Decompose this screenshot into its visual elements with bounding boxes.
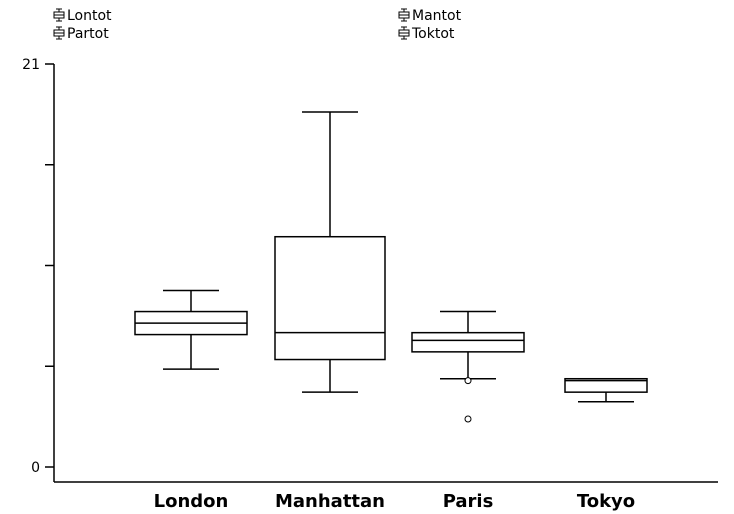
y-tick-label: 21 [22,57,40,73]
boxplot-glyph-icon [53,8,65,22]
legend-label: Lontot [67,8,112,24]
boxplot-glyph-icon [398,26,410,40]
category-label: Tokyo [577,491,635,512]
box-paris [411,310,525,423]
boxplot-glyph-icon [53,26,65,40]
y-ticks: 0 21 [22,57,54,476]
box-tokyo [564,377,648,403]
boxplot-glyph-icon [398,8,410,22]
legend: Lontot Partot Mantot Toktot [53,8,462,42]
category-label: Manhattan [275,491,385,512]
legend-label: Toktot [411,26,455,42]
legend-item-lontot: Lontot [53,8,112,24]
outlier-point [464,377,472,385]
outlier-point [464,415,472,423]
legend-item-toktot: Toktot [398,26,455,42]
box-london [134,289,248,370]
iqr-box [564,377,648,393]
boxes [134,111,648,423]
legend-label: Partot [67,26,109,42]
box-manhattan [274,111,386,393]
y-tick-label: 0 [31,460,40,476]
legend-label: Mantot [412,8,462,24]
legend-item-partot: Partot [53,26,109,42]
category-label: Paris [443,491,494,512]
category-label: London [154,491,229,512]
iqr-box [274,235,386,361]
x-labels: London Manhattan Paris Tokyo [154,491,636,512]
iqr-box [411,331,525,353]
axes [53,64,718,483]
legend-item-mantot: Mantot [398,8,462,24]
